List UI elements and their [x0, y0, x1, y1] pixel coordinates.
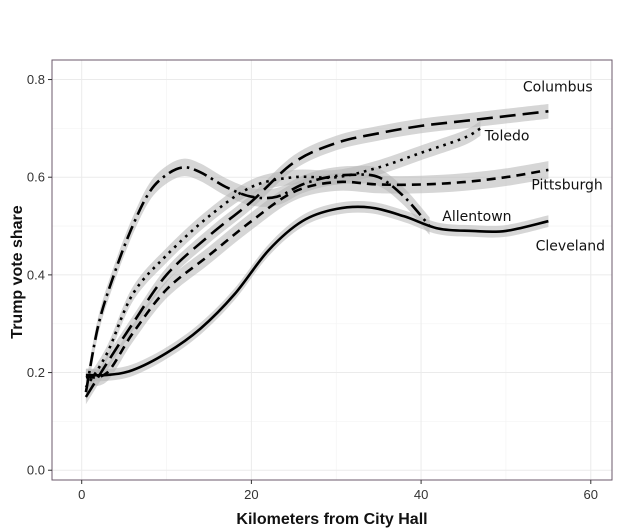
toledo-line — [84, 127, 482, 388]
allentown-confidence-band — [85, 158, 430, 401]
series-lines — [84, 110, 549, 398]
x-tick-label: 60 — [584, 487, 598, 502]
y-tick-label: 0.2 — [27, 365, 45, 380]
pittsburgh-line — [85, 168, 549, 379]
y-tick-label: 0.4 — [27, 267, 45, 282]
y-tick-label: 0.6 — [27, 170, 45, 185]
x-tick-label: 20 — [244, 487, 258, 502]
x-axis-title: Kilometers from City Hall — [236, 511, 427, 528]
pittsburgh-confidence-band — [85, 161, 549, 387]
series-labels: Columbus Toledo Pittsburgh Allentown Clevela… — [442, 80, 605, 255]
columbus-label: Columbus — [523, 80, 593, 96]
y-tick-label: 0.8 — [27, 72, 45, 87]
y-axis-title: Trump vote share — [9, 205, 26, 338]
plot-frame — [51, 59, 613, 481]
y-tick-label: 0.0 — [27, 463, 45, 478]
axes: 0 20 40 60 0.0 0.2 0.4 0.6 0.8 — [27, 59, 613, 502]
allentown-label: Allentown — [442, 209, 511, 225]
pittsburgh-label: Pittsburgh — [531, 177, 602, 193]
columbus-line — [84, 110, 549, 398]
toledo-label: Toledo — [484, 129, 530, 145]
x-tick-label: 0 — [78, 487, 85, 502]
cleveland-line — [85, 205, 549, 377]
x-tick-label: 40 — [414, 487, 428, 502]
cleveland-label: Cleveland — [536, 238, 605, 254]
grid — [52, 60, 612, 480]
allentown-line — [84, 166, 431, 393]
